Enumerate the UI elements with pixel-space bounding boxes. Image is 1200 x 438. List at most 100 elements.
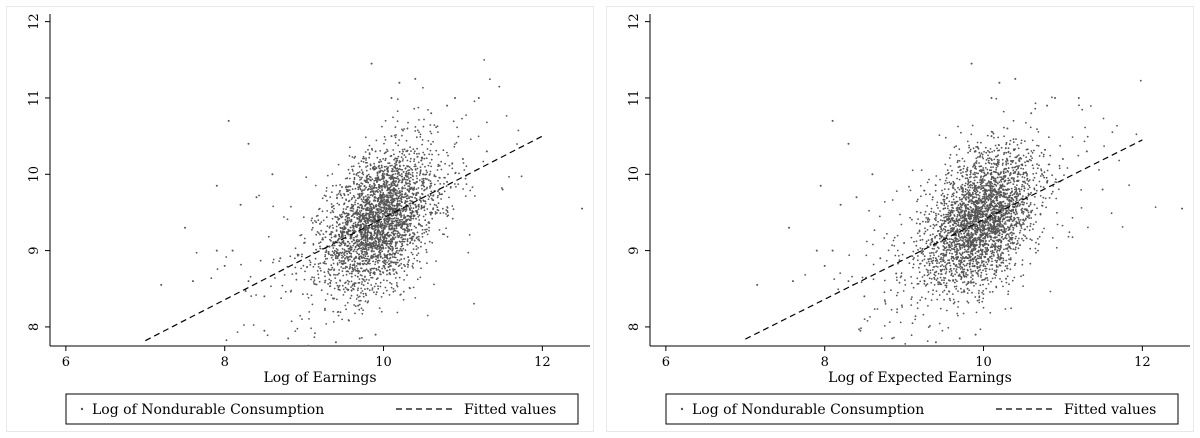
scatter-point: [244, 290, 247, 292]
scatter-point: [430, 190, 433, 193]
scatter-point: [911, 296, 913, 298]
scatter-point: [316, 214, 319, 217]
scatter-point: [980, 274, 982, 277]
scatter-point: [341, 248, 344, 250]
scatter-point: [974, 176, 977, 178]
scatter-point: [357, 213, 359, 216]
scatter-point: [394, 262, 397, 264]
scatter-point: [943, 281, 945, 284]
scatter-point: [982, 290, 985, 292]
scatter-point: [962, 291, 965, 293]
scatter-point: [1038, 180, 1041, 183]
scatter-point: [323, 260, 326, 263]
scatter-point: [962, 268, 964, 271]
scatter-point: [454, 97, 456, 99]
scatter-point: [308, 318, 310, 320]
scatter-point: [367, 193, 369, 196]
scatter-point: [352, 213, 354, 216]
scatter-point: [349, 258, 351, 261]
scatter-point: [362, 196, 365, 199]
scatter-point: [325, 251, 328, 253]
scatter-point: [365, 263, 368, 266]
scatter-point: [362, 215, 364, 218]
scatter-point: [358, 230, 361, 233]
scatter-point: [1009, 225, 1012, 228]
scatter-point: [328, 278, 331, 281]
scatter-point: [986, 231, 989, 234]
scatter-point: [422, 184, 425, 187]
scatter-point: [473, 195, 476, 197]
scatter-point: [942, 265, 945, 268]
scatter-point: [1014, 200, 1017, 203]
scatter-point: [368, 200, 371, 203]
scatter-point: [311, 303, 314, 306]
scatter-point: [350, 203, 353, 206]
scatter-point: [335, 225, 338, 228]
scatter-point: [356, 267, 359, 270]
scatter-point: [974, 165, 977, 168]
scatter-point: [332, 247, 335, 249]
scatter-point: [430, 112, 433, 115]
scatter-point: [402, 196, 405, 199]
scatter-point: [402, 129, 404, 132]
scatter-point: [950, 209, 953, 212]
scatter-point: [376, 215, 379, 218]
scatter-point: [990, 280, 992, 283]
x-tick-label-12: 12: [534, 355, 551, 370]
scatter-point: [342, 274, 345, 277]
scatter-point: [351, 229, 354, 232]
scatter-point: [508, 176, 510, 178]
scatter-point: [1011, 234, 1013, 237]
scatter-point: [378, 245, 381, 248]
scatter-point: [396, 213, 399, 216]
scatter-point: [397, 172, 400, 175]
scatter-point: [952, 275, 954, 278]
scatter-point: [976, 261, 979, 263]
scatter-point: [443, 182, 445, 185]
scatter-point: [372, 190, 375, 193]
scatter-point: [398, 160, 401, 162]
scatter-point: [369, 164, 372, 167]
scatter-point: [350, 198, 353, 201]
scatter-point: [335, 229, 338, 232]
scatter-point: [314, 332, 316, 335]
scatter-point: [355, 255, 357, 258]
scatter-point: [399, 197, 402, 200]
scatter-point: [360, 209, 363, 212]
scatter-point: [284, 290, 287, 293]
scatter-point: [452, 120, 455, 123]
scatter-point: [367, 148, 369, 151]
scatter-point: [368, 156, 371, 159]
scatter-point: [372, 192, 375, 194]
scatter-point: [396, 233, 399, 235]
scatter-point: [416, 155, 419, 158]
scatter-point: [410, 150, 412, 153]
scatter-point: [422, 215, 425, 218]
scatter-point: [379, 193, 382, 196]
scatter-point: [415, 248, 418, 251]
scatter-point: [406, 182, 409, 185]
scatter-point: [375, 228, 377, 231]
scatter-point: [986, 236, 989, 239]
scatter-point: [354, 312, 356, 315]
scatter-point: [351, 270, 353, 273]
scatter-point: [369, 178, 371, 181]
scatter-point: [336, 284, 339, 287]
scatter-point: [378, 195, 381, 197]
scatter-point: [317, 219, 320, 222]
scatter-point: [360, 160, 363, 163]
scatter-point: [971, 124, 974, 127]
scatter-point: [944, 284, 947, 287]
scatter-point: [419, 133, 422, 136]
scatter-point: [382, 173, 384, 176]
scatter-point: [396, 183, 399, 186]
scatter-point: [408, 207, 411, 210]
scatter-point: [331, 266, 334, 269]
scatter-point: [971, 200, 974, 203]
scatter-point: [445, 227, 447, 230]
scatter-point: [429, 180, 432, 183]
scatter-point: [386, 184, 388, 187]
scatter-point: [308, 311, 311, 313]
scatter-point: [404, 156, 407, 159]
scatter-point: [215, 184, 218, 187]
